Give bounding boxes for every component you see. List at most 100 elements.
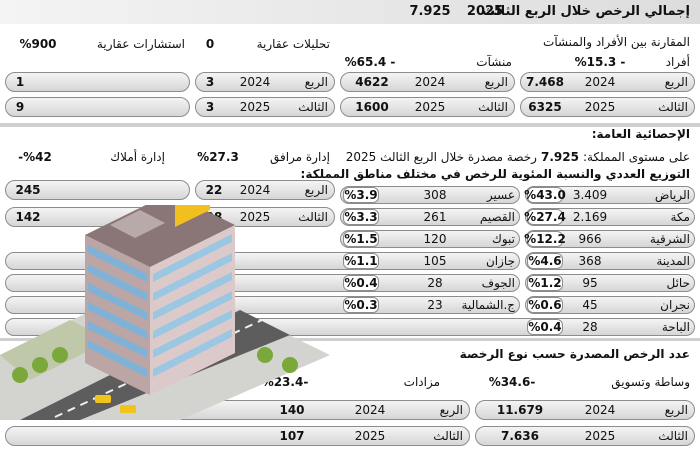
year: 2024	[239, 75, 271, 89]
illustration-part	[153, 272, 232, 320]
quarter: الربع	[304, 75, 328, 89]
percent-box	[527, 209, 563, 225]
building-illustration	[0, 205, 330, 420]
illustration-part	[88, 302, 147, 339]
region-count: 120	[423, 232, 447, 246]
region-percent: %0.4	[344, 276, 378, 290]
region-count: 45	[582, 298, 598, 312]
quarter: الربع	[484, 75, 508, 89]
group-label: استشارات عقارية	[96, 37, 185, 51]
illustration-part	[95, 395, 111, 403]
quarter: الثالث	[433, 429, 463, 443]
group-label: إدارة أملاك	[110, 150, 165, 164]
region-name: تبوك	[491, 232, 515, 246]
illustration-part	[32, 357, 48, 373]
percent-box	[343, 275, 379, 291]
change: 0	[205, 37, 215, 51]
kingdom-total: 7.925	[540, 150, 579, 164]
header-total: 7.925	[409, 4, 451, 19]
value: 22	[205, 183, 223, 197]
region-name: المدينة	[656, 254, 690, 268]
kingdom-suffix: رخصة مصدرة خلال الربع الثالث 2025	[345, 150, 537, 164]
region-name: عسير	[486, 188, 515, 202]
row-box	[5, 426, 470, 446]
section-title: المقارنة بين الأفراد والمنشآت	[543, 35, 690, 49]
year: 2024	[414, 75, 446, 89]
year: 2024	[239, 183, 271, 197]
quarter: الثالث	[658, 429, 688, 443]
value: 7.468	[526, 75, 564, 89]
percent-box	[527, 253, 563, 269]
group-label: إدارة مرافق	[269, 150, 330, 164]
change: %900	[19, 37, 57, 51]
quarter: الربع	[304, 183, 328, 197]
region-percent: %1.1	[344, 254, 378, 268]
region-name: الجوف	[481, 276, 515, 290]
change: %27.3	[197, 150, 239, 164]
region-count: 23	[427, 298, 443, 312]
region-percent: %43.0	[524, 188, 566, 202]
row-box	[475, 400, 695, 420]
region-percent: %4.6	[528, 254, 562, 268]
region-count: 28	[427, 276, 443, 290]
region-name: جازان	[485, 254, 515, 268]
region-name: نجران	[660, 298, 690, 312]
value: 4622	[355, 75, 389, 89]
quarter: الثالث	[478, 100, 508, 114]
value: 1600	[355, 100, 389, 114]
region-name: ج.الشمالية	[461, 298, 515, 312]
group-label: أفراد	[665, 55, 690, 69]
header-bar	[0, 0, 700, 24]
illustration-part	[120, 405, 136, 413]
illustration-part	[88, 245, 147, 282]
value: 3	[205, 75, 215, 89]
region-percent: %3.3	[344, 210, 378, 224]
percent-box	[343, 231, 379, 247]
value: 140	[279, 403, 305, 417]
illustration-part	[88, 264, 147, 301]
kingdom-line: على مستوى المملكة: 7.925 رخصة مصدرة خلال…	[346, 150, 690, 166]
region-box	[525, 186, 695, 204]
year: 2025	[414, 100, 446, 114]
year: 2025	[239, 100, 271, 114]
illustration-part	[52, 347, 68, 363]
region-box	[525, 230, 695, 248]
value: 1	[15, 75, 25, 89]
region-box	[525, 296, 695, 314]
quarter: الثالث	[298, 100, 328, 114]
illustration-part	[257, 347, 273, 363]
region-count: 2.169	[572, 210, 608, 224]
illustration-part	[12, 367, 28, 383]
percent-box	[527, 297, 563, 313]
year: 2024	[584, 75, 616, 89]
quarter: الربع	[664, 75, 688, 89]
header-year: 2025	[466, 4, 504, 19]
region-percent: %12.2	[524, 232, 566, 246]
section-title: عدد الرخص المصدرة حسب نوع الرخصة	[459, 347, 690, 361]
region-name: الباحة	[661, 320, 690, 334]
illustration-part	[88, 340, 147, 377]
illustration-part	[175, 205, 210, 227]
region-box	[340, 186, 520, 204]
row-box	[5, 180, 190, 200]
row-box	[340, 72, 515, 92]
year: 2025	[584, 429, 616, 443]
change: -%42	[18, 150, 52, 164]
region-count: 308	[423, 188, 447, 202]
region-count: 368	[578, 254, 602, 268]
region-percent: %0.3	[344, 298, 378, 312]
section-title: التوزيع العددي والنسبة المئوية للرخص في …	[300, 167, 690, 181]
year: 2024	[584, 403, 616, 417]
illustration-part	[153, 234, 232, 282]
illustration-part	[110, 210, 165, 238]
row-box	[340, 97, 515, 117]
region-name: القصيم	[479, 210, 515, 224]
value: 11.679	[496, 403, 544, 417]
year: 2025	[584, 100, 616, 114]
row-box	[520, 97, 695, 117]
region-box	[525, 252, 695, 270]
illustration-part	[153, 329, 232, 377]
percent-box	[527, 231, 563, 247]
region-name: الشرقية	[649, 232, 690, 246]
region-box	[340, 208, 520, 226]
